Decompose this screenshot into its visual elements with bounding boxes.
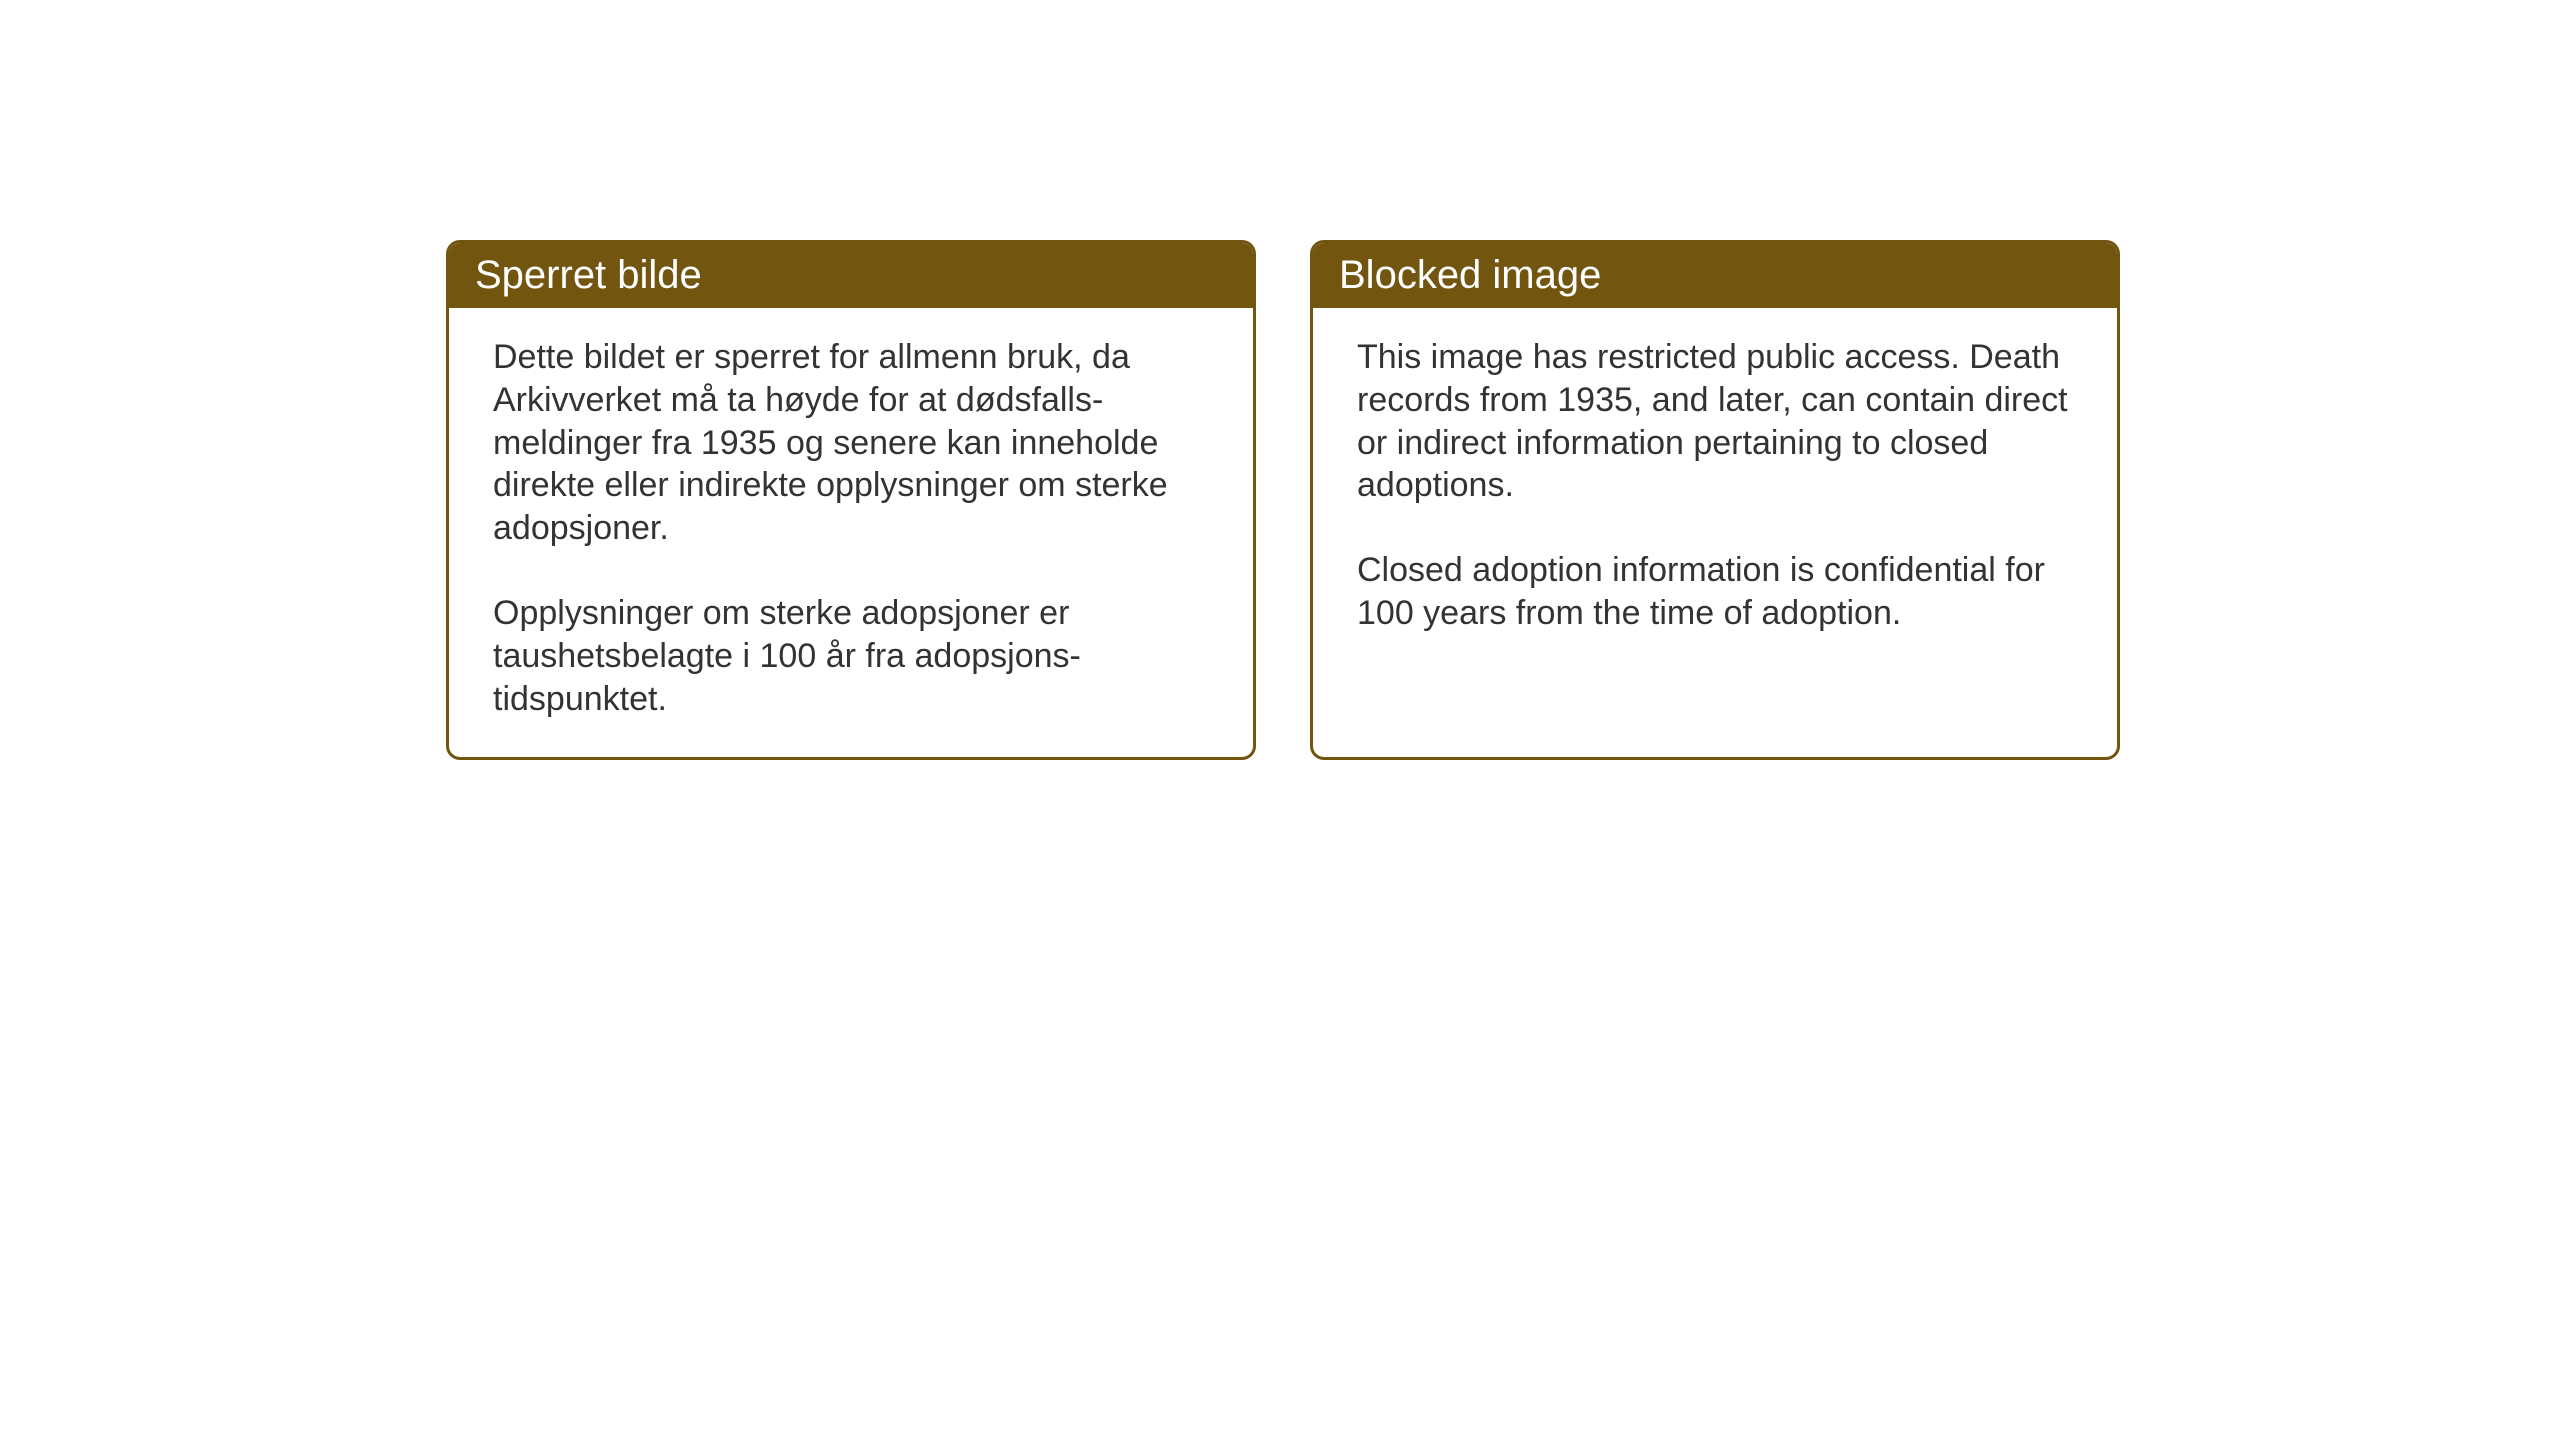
card-paragraph: Opplysninger om sterke adopsjoner er tau… — [493, 592, 1209, 720]
card-paragraph: This image has restricted public access.… — [1357, 336, 2073, 507]
notice-cards-container: Sperret bilde Dette bildet er sperret fo… — [446, 240, 2120, 760]
card-body-norwegian: Dette bildet er sperret for allmenn bruk… — [449, 308, 1253, 757]
card-header-english: Blocked image — [1313, 243, 2117, 308]
card-title: Sperret bilde — [475, 253, 702, 297]
card-paragraph: Dette bildet er sperret for allmenn bruk… — [493, 336, 1209, 550]
notice-card-norwegian: Sperret bilde Dette bildet er sperret fo… — [446, 240, 1256, 760]
card-title: Blocked image — [1339, 253, 1601, 297]
card-header-norwegian: Sperret bilde — [449, 243, 1253, 308]
notice-card-english: Blocked image This image has restricted … — [1310, 240, 2120, 760]
card-paragraph: Closed adoption information is confident… — [1357, 549, 2073, 635]
card-body-english: This image has restricted public access.… — [1313, 308, 2117, 738]
